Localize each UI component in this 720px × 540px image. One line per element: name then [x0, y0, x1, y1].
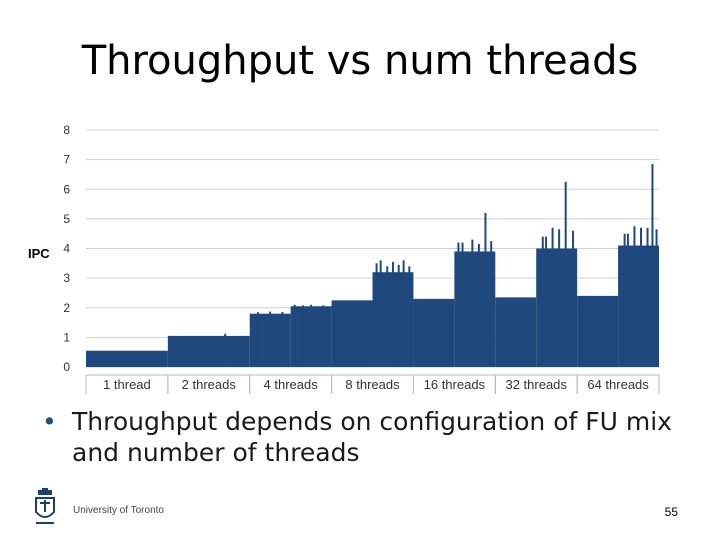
bar-spike	[375, 263, 378, 367]
bar-spike	[301, 305, 304, 367]
x-tick-label: 32 threads	[505, 377, 567, 392]
bar	[167, 335, 250, 367]
x-tick-label: 64 threads	[587, 377, 649, 392]
university-crest-icon	[35, 488, 55, 524]
bar-spike	[655, 229, 658, 367]
bar-spike	[639, 227, 642, 367]
bar-spike	[477, 244, 480, 367]
bar	[331, 300, 373, 367]
slide-title: Throughput vs num threads	[81, 38, 639, 84]
y-axis-label: IPC	[28, 246, 50, 261]
bullet-point: • Throughput depends on configuration of…	[42, 406, 682, 468]
bar-spike	[484, 212, 487, 367]
bar	[454, 251, 496, 367]
bar-spike	[633, 226, 636, 367]
bar-spike	[310, 304, 313, 367]
bar-spike	[386, 266, 389, 367]
bar-spike	[397, 264, 400, 367]
footer-organization: University of Toronto	[73, 505, 164, 516]
y-tick-label: 5	[63, 212, 70, 226]
bar	[577, 295, 619, 367]
page-number: 55	[664, 505, 678, 519]
x-tick-label: 16 threads	[424, 377, 486, 392]
bar-spike	[490, 241, 493, 367]
bar	[413, 298, 455, 367]
x-tick-label: 2 threads	[182, 377, 237, 392]
bar-spike	[408, 266, 411, 367]
bar-spike	[541, 236, 544, 367]
bullet-text: Throughput depends on configuration of F…	[72, 407, 672, 467]
bar-spike	[281, 311, 284, 367]
bar-spike	[623, 233, 626, 367]
y-tick-label: 2	[63, 301, 70, 315]
ipc-bar-chart: 0 1 2 3 4 5 6 7 8 1 thread 2 threads 4 threads 8 thr…	[63, 123, 660, 394]
y-tick-label: 7	[63, 153, 70, 167]
y-tick-label: 6	[63, 182, 70, 196]
bar-spike	[224, 333, 227, 367]
bar-spike	[402, 260, 405, 367]
bar-spike	[572, 230, 575, 367]
bullet-dot-icon: •	[42, 407, 57, 436]
bar-spike	[256, 312, 259, 367]
bar-spike	[471, 239, 474, 367]
bar-spike	[293, 304, 296, 367]
bar-spike	[646, 227, 649, 367]
bar	[495, 297, 537, 367]
x-tick-label: 4 threads	[264, 377, 319, 392]
bar-spike	[545, 236, 548, 367]
y-tick-label: 1	[63, 330, 70, 344]
x-tick-label: 8 threads	[345, 377, 400, 392]
y-tick-label: 0	[63, 360, 70, 374]
bar-spike	[651, 164, 654, 367]
bar-spike	[461, 242, 464, 367]
bar-spike	[564, 181, 567, 367]
bar-spike	[551, 227, 554, 367]
bar-spike	[626, 233, 629, 367]
bar-spike	[457, 242, 460, 367]
category-cell	[576, 374, 660, 394]
bar-spike	[391, 261, 394, 367]
y-tick-label: 3	[63, 271, 70, 285]
y-tick-label: 8	[63, 123, 70, 137]
bar-spike	[558, 229, 561, 367]
bar	[86, 350, 168, 367]
x-tick-label: 1 thread	[103, 377, 151, 392]
bar-spike	[269, 311, 272, 367]
bar-spike	[322, 305, 325, 367]
bar-spike	[379, 260, 382, 367]
y-tick-label: 4	[63, 242, 70, 256]
